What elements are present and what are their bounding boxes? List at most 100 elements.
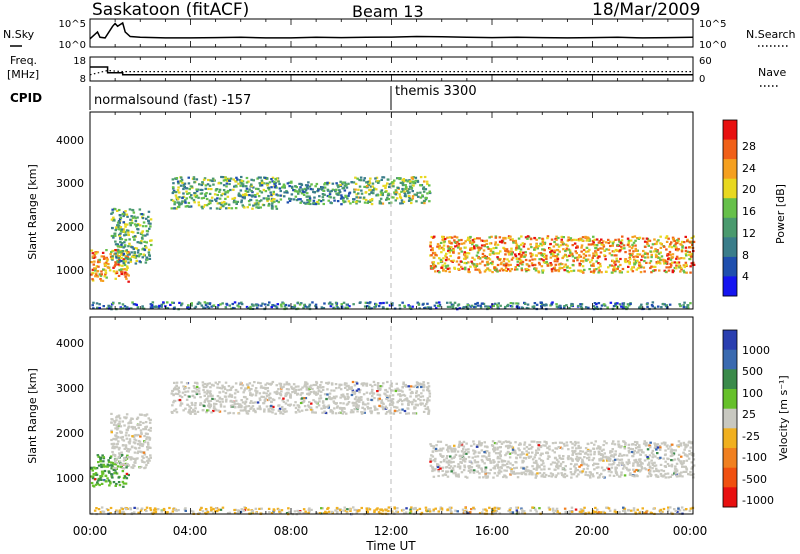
- echo-cell: [524, 469, 528, 472]
- echo-cell: [226, 179, 229, 183]
- echo-cell: [562, 461, 565, 464]
- echo-cell: [208, 199, 212, 202]
- echo-cell: [333, 199, 336, 202]
- echo-cell: [224, 176, 227, 179]
- colorbar-cell: [723, 237, 737, 258]
- echo-cell: [235, 176, 238, 179]
- echo-cell: [125, 268, 128, 272]
- echo-cell: [486, 246, 489, 249]
- echo-cell: [111, 445, 115, 448]
- echo-cell: [233, 199, 236, 202]
- echo-cell: [122, 228, 126, 231]
- echo-cell: [622, 302, 626, 305]
- echo-cell: [336, 200, 340, 203]
- echo-cell: [463, 254, 467, 257]
- echo-cell: [520, 472, 524, 476]
- echo-cell: [431, 468, 435, 471]
- echo-cell: [618, 240, 621, 243]
- echo-cell: [253, 409, 257, 412]
- echo-cell: [415, 392, 418, 395]
- echo-cell: [457, 246, 460, 249]
- velocity-echo-layer: [90, 380, 696, 516]
- echo-cell: [209, 399, 213, 402]
- echo-cell: [612, 461, 616, 464]
- echo-cell: [213, 398, 216, 401]
- echo-cell: [133, 235, 137, 238]
- echo-cell: [126, 273, 129, 276]
- echo-cell: [640, 465, 643, 468]
- echo-cell: [213, 402, 216, 405]
- echo-cell: [459, 247, 463, 250]
- echo-cell: [100, 255, 103, 258]
- echo-cell: [593, 443, 596, 446]
- echo-cell: [211, 177, 215, 180]
- echo-cell: [452, 460, 455, 464]
- echo-cell: [533, 263, 537, 266]
- echo-cell: [286, 201, 290, 204]
- echo-cell: [404, 187, 407, 190]
- echo-cell: [126, 252, 129, 255]
- echo-cell: [112, 438, 115, 441]
- echo-cell: [306, 392, 309, 395]
- echo-cell: [278, 397, 281, 400]
- echo-cell: [311, 387, 314, 390]
- echo-cell: [531, 258, 534, 261]
- echo-cell: [252, 179, 255, 182]
- echo-cell: [572, 269, 576, 272]
- echo-cell: [529, 469, 532, 473]
- echo-cell: [584, 258, 588, 261]
- echo-cell: [624, 443, 627, 446]
- echo-cell: [419, 402, 422, 405]
- echo-cell: [214, 189, 218, 192]
- echo-cell: [535, 466, 539, 470]
- echo-cell: [287, 403, 290, 406]
- echo-cell: [677, 440, 681, 443]
- echo-cell: [432, 264, 436, 267]
- echo-cell: [423, 404, 426, 407]
- echo-cell: [262, 182, 265, 185]
- echo-cell: [112, 423, 116, 426]
- echo-cell: [129, 224, 132, 227]
- echo-cell: [126, 463, 129, 466]
- echo-cell: [129, 260, 133, 263]
- echo-cell: [312, 199, 316, 202]
- echo-cell: [606, 457, 610, 460]
- echo-cell: [426, 397, 430, 400]
- echo-cell: [535, 243, 538, 246]
- echo-cell: [579, 237, 582, 240]
- echo-cell: [446, 264, 450, 267]
- echo-cell: [574, 250, 577, 253]
- echo-cell: [615, 259, 619, 263]
- echo-cell: [275, 392, 279, 395]
- echo-cell: [445, 266, 448, 269]
- echo-cell: [122, 258, 125, 261]
- echo-cell: [617, 464, 621, 467]
- echo-cell: [362, 179, 366, 182]
- echo-cell: [679, 243, 682, 246]
- echo-cell: [358, 185, 362, 188]
- echo-cell: [651, 467, 654, 470]
- echo-cell: [371, 182, 375, 185]
- echo-cell: [328, 395, 331, 398]
- echo-cell: [262, 204, 266, 207]
- echo-cell: [587, 239, 590, 242]
- echo-cell: [633, 470, 636, 473]
- echo-cell: [221, 400, 224, 403]
- echo-cell: [574, 256, 577, 259]
- echo-cell: [298, 190, 301, 193]
- echo-cell: [382, 184, 385, 187]
- echo-cell: [615, 254, 618, 257]
- echo-cell: [651, 449, 655, 452]
- echo-cell: [546, 451, 549, 454]
- echo-cell: [565, 304, 568, 307]
- echo-cell: [510, 247, 513, 250]
- echo-cell: [556, 249, 559, 252]
- echo-cell: [293, 304, 296, 307]
- echo-cell: [498, 269, 502, 272]
- echo-cell: [612, 463, 615, 466]
- echo-cell: [496, 270, 499, 273]
- echo-cell: [419, 196, 423, 199]
- echo-cell: [141, 217, 145, 220]
- power-cbar-tick-4: 4: [742, 270, 749, 283]
- echo-cell: [441, 455, 444, 458]
